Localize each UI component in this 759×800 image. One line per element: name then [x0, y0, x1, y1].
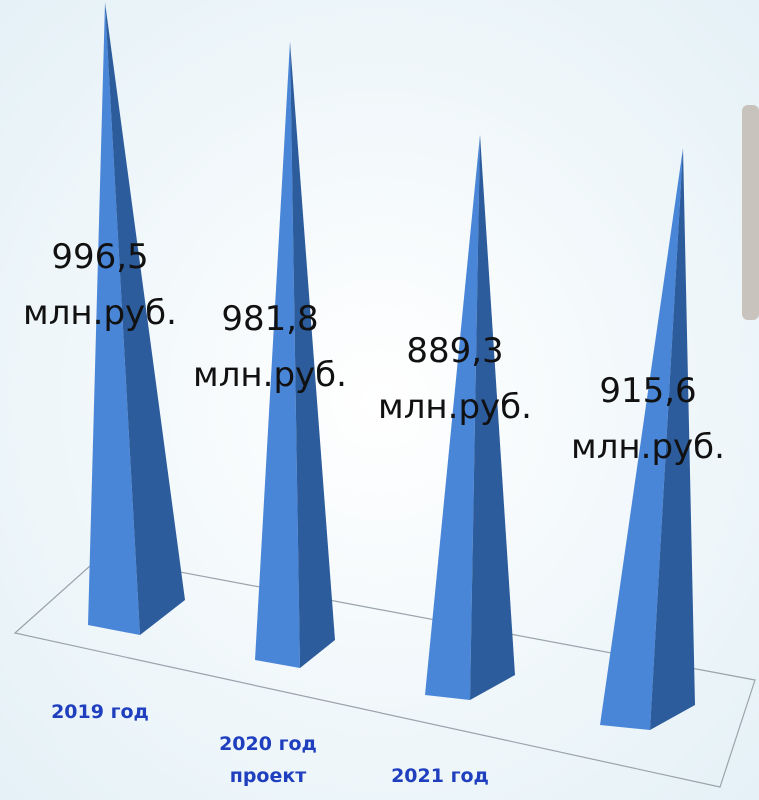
value-label: 996,5 млн.руб. [23, 237, 177, 333]
pyramid [88, 2, 185, 635]
value-label: 915,6 млн.руб. [571, 371, 725, 467]
category-label: 2020 год проект [219, 733, 317, 787]
pyramid-side [650, 148, 695, 730]
pyramid [600, 148, 695, 730]
pyramid-side [105, 2, 185, 635]
value-label: 981,8 млн.руб. [193, 299, 347, 395]
category-label: 2019 год [51, 701, 149, 723]
pyramid-side [290, 41, 335, 668]
pyramid-front [88, 2, 140, 635]
floor [13, 556, 756, 788]
category-label: 2021 год [391, 765, 489, 787]
pyramid-front [425, 134, 480, 701]
pyramid-front [600, 148, 683, 730]
value-label: 889,3 млн.руб. [378, 331, 532, 427]
photo-fragment [742, 105, 759, 320]
pyramid [255, 41, 335, 668]
pyramid-front [255, 41, 300, 668]
pyramid-side [470, 134, 515, 701]
pyramid [425, 134, 515, 701]
